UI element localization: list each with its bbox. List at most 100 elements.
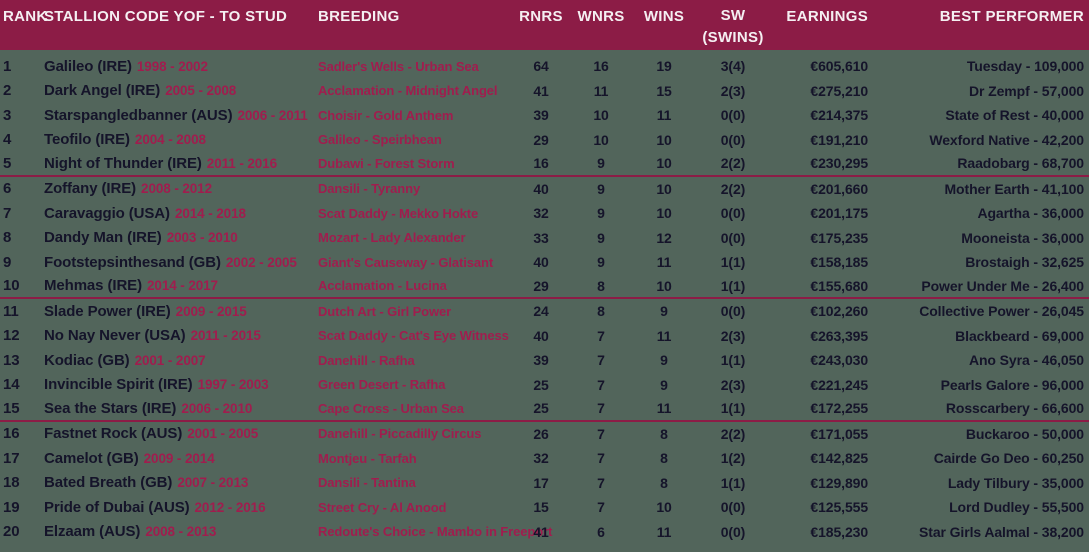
stallion-cell: Fastnet Rock (AUS) 2001 - 2005: [40, 425, 316, 442]
rank-cell: 15: [3, 399, 20, 417]
earnings-cell: €275,210: [810, 82, 868, 99]
wnrs-cell: 9: [597, 229, 605, 246]
wins-cell: 19: [656, 58, 672, 75]
stallion-years: 2011 - 2015: [190, 328, 261, 344]
breeding-cell: Scat Daddy - Cat's Eye Witness: [318, 328, 509, 344]
wins-cell: 11: [656, 107, 672, 124]
stallion-cell: Starspangledbanner (AUS) 2006 - 2011: [40, 107, 316, 124]
sw-cell: 3(4): [720, 58, 746, 75]
best-performer-cell: Power Under Me - 26,400: [921, 277, 1084, 294]
rnrs-cell: 40: [533, 180, 549, 197]
stallion-years: 2012 - 2016: [194, 499, 266, 515]
wnrs-cell: 8: [597, 303, 605, 320]
rnrs-cell: 16: [533, 155, 549, 172]
stallion-name: Sea the Stars (IRE): [44, 399, 177, 417]
breeding-cell: Sadler's Wells - Urban Sea: [318, 58, 479, 74]
header-wins: WINS: [643, 8, 685, 25]
stallion-name: Pride of Dubai (AUS): [44, 498, 190, 516]
rnrs-cell: 26: [533, 425, 549, 442]
earnings-cell: €155,680: [810, 277, 868, 294]
stallion-name: Starspangledbanner (AUS): [44, 106, 233, 124]
rank-cell: 11: [3, 302, 19, 320]
wnrs-cell: 7: [597, 376, 605, 393]
table-row: 8 Dandy Man (IRE) 2003 - 2010 Mozart - La…: [0, 226, 1089, 251]
rank-cell: 3: [3, 106, 12, 124]
best-performer-cell: Blackbeard - 69,000: [955, 327, 1084, 344]
header-swins-label: (SWINS): [702, 29, 764, 46]
stallion-cell: Footstepsinthesand (GB) 2002 - 2005: [40, 254, 316, 271]
table-row: 14 Invincible Spirit (IRE) 1997 - 2003 Gr…: [0, 373, 1089, 398]
rnrs-cell: 29: [533, 131, 549, 148]
wins-cell: 10: [656, 155, 672, 172]
best-performer-cell: Agartha - 36,000: [977, 205, 1084, 222]
breeding-cell: Mozart - Lady Alexander: [318, 230, 466, 246]
breeding-cell: Danehill - Piccadilly Circus: [318, 426, 482, 442]
stallion-cell: Zoffany (IRE) 2008 - 2012: [40, 180, 316, 197]
best-performer-cell: State of Rest - 40,000: [945, 107, 1084, 124]
stallion-name: Bated Breath (GB): [44, 474, 173, 492]
breeding-cell: Montjeu - Tarfah: [318, 450, 417, 466]
wnrs-cell: 9: [597, 254, 605, 271]
earnings-cell: €158,185: [810, 254, 868, 271]
stallion-cell: Caravaggio (USA) 2014 - 2018: [40, 205, 316, 222]
rnrs-cell: 41: [533, 82, 549, 99]
stallion-years: 1997 - 2003: [197, 377, 269, 393]
stallion-years: 2007 - 2013: [177, 475, 249, 491]
stallion-cell: Camelot (GB) 2009 - 2014: [40, 450, 316, 467]
wins-cell: 9: [660, 352, 668, 369]
best-performer-cell: Mooneista - 36,000: [961, 229, 1084, 246]
stallion-years: 2003 - 2010: [166, 230, 238, 246]
wnrs-cell: 7: [597, 400, 605, 417]
breeding-cell: Dansili - Tantina: [318, 475, 416, 491]
table-row: 10 Mehmas (IRE) 2014 - 2017 Acclamation -…: [0, 275, 1089, 299]
earnings-cell: €221,245: [810, 376, 868, 393]
sw-cell: 2(3): [720, 82, 746, 99]
table-row: 12 No Nay Never (USA) 2011 - 2015 Scat Da…: [0, 324, 1089, 349]
stallion-cell: Mehmas (IRE) 2014 - 2017: [40, 277, 316, 294]
stallion-years: 2002 - 2005: [225, 254, 297, 270]
rank-cell: 20: [3, 523, 20, 541]
sw-cell: 1(1): [720, 254, 746, 271]
best-performer-cell: Collective Power - 26,045: [919, 303, 1084, 320]
table-row: 16 Fastnet Rock (AUS) 2001 - 2005 Danehil…: [0, 422, 1089, 447]
sw-cell: 1(1): [720, 400, 746, 417]
stallion-years: 2001 - 2007: [134, 352, 206, 368]
sw-cell: 1(1): [720, 277, 746, 294]
breeding-cell: Redoute's Choice - Mambo in Freeport: [318, 524, 553, 540]
breeding-cell: Acclamation - Midnight Angel: [318, 83, 498, 99]
best-performer-cell: Mother Earth - 41,100: [944, 180, 1085, 197]
wnrs-cell: 10: [593, 131, 609, 148]
header-rank: RANK: [3, 8, 48, 25]
rnrs-cell: 39: [533, 107, 549, 124]
rnrs-cell: 32: [533, 450, 549, 467]
rnrs-cell: 40: [533, 254, 549, 271]
sw-cell: 0(0): [720, 303, 746, 320]
stallion-name: Dark Angel (IRE): [44, 82, 161, 100]
sw-cell: 2(2): [720, 155, 746, 172]
best-performer-cell: Rosscarbery - 66,600: [945, 400, 1084, 417]
earnings-cell: €171,055: [810, 425, 868, 442]
header-sw: SW (SWINS): [696, 8, 770, 45]
sw-cell: 0(0): [720, 107, 746, 124]
stallion-name: Elzaam (AUS): [44, 523, 141, 541]
rnrs-cell: 29: [533, 277, 549, 294]
wins-cell: 10: [656, 499, 672, 516]
sw-cell: 2(3): [720, 327, 746, 344]
table-row: 17 Camelot (GB) 2009 - 2014 Montjeu - Tar…: [0, 446, 1089, 471]
earnings-cell: €172,255: [810, 400, 868, 417]
sw-cell: 1(1): [720, 474, 746, 491]
best-performer-cell: Buckaroo - 50,000: [965, 425, 1084, 442]
sw-cell: 1(1): [720, 352, 746, 369]
breeding-cell: Dubawi - Forest Storm: [318, 155, 455, 171]
stallion-years: 2006 - 2010: [181, 400, 253, 416]
breeding-cell: Acclamation - Lucina: [318, 278, 447, 294]
stallion-years: 2004 - 2008: [134, 132, 206, 148]
stallion-years: 2006 - 2011: [237, 107, 308, 123]
table-row: 6 Zoffany (IRE) 2008 - 2012 Dansili - Tyr…: [0, 177, 1089, 202]
stallion-name: Dandy Man (IRE): [44, 229, 162, 247]
wnrs-cell: 11: [593, 82, 609, 99]
breeding-cell: Cape Cross - Urban Sea: [318, 400, 464, 416]
rank-cell: 19: [3, 498, 20, 516]
rnrs-cell: 32: [533, 205, 549, 222]
wnrs-cell: 7: [597, 352, 605, 369]
